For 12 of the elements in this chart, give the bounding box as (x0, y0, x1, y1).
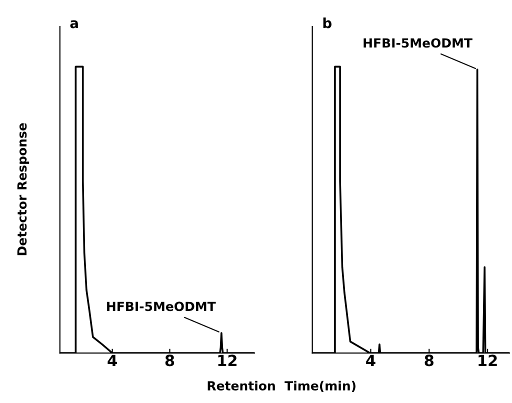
y-axis-title: Detector Response (17, 123, 30, 256)
chart-title: a (70, 20, 78, 28)
annotation: HFBI-5MeODMT (364, 38, 472, 48)
x-tick-label: 8 (424, 354, 434, 366)
x-tick-label: 12 (218, 354, 236, 366)
x-tick-label: 4 (366, 354, 376, 366)
x-axis-title: Retention Time(min) (208, 380, 356, 392)
x-tick-label: 12 (478, 354, 497, 366)
chart-title: b (323, 18, 332, 28)
x-tick-label: 4 (108, 354, 117, 366)
annotation: HFBI-5MeODMT (107, 302, 216, 312)
x-tick-label: 8 (165, 354, 174, 366)
